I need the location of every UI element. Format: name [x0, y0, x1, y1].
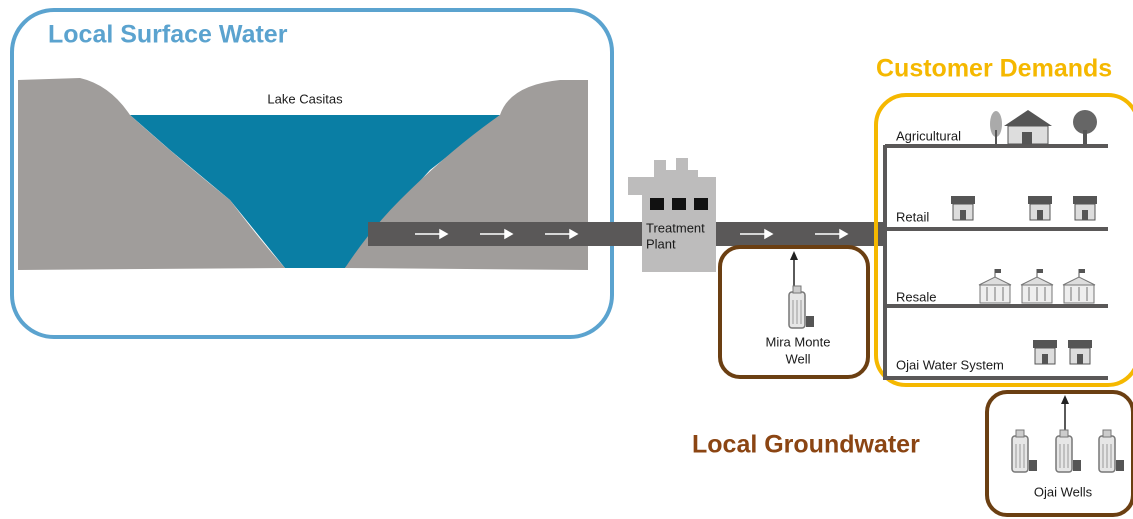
well-icon: [1098, 429, 1125, 473]
flow-arrows: [415, 228, 849, 240]
well-icon: [1055, 429, 1082, 473]
arrow: [1061, 395, 1069, 404]
category-label: Resale: [896, 289, 936, 304]
well-icon: [1011, 429, 1038, 473]
well-label: Well: [785, 351, 810, 366]
well-icon: [788, 285, 815, 329]
category-label: Retail: [896, 209, 929, 224]
surface-box: [10, 8, 614, 339]
groundwater-title: Local Groundwater: [692, 431, 920, 459]
window: [694, 198, 708, 210]
resale-icons: [978, 268, 1096, 304]
customer-box: [874, 93, 1133, 387]
category-label: Agricultural: [896, 128, 961, 143]
window: [672, 198, 686, 210]
lake: [130, 115, 500, 268]
agri-icons: [990, 110, 1097, 145]
distribution-lines: [883, 144, 1108, 380]
window: [650, 198, 664, 210]
plant-label: Plant: [646, 236, 676, 251]
mountain: [18, 78, 285, 270]
well-box: [718, 245, 870, 379]
arrow: [790, 251, 798, 260]
treatment-plant: [628, 158, 716, 272]
pipe: [368, 222, 885, 246]
ojai-system-icons: [1032, 339, 1093, 365]
well-label: Mira Monte: [765, 334, 830, 349]
surface-title: Local Surface Water: [48, 21, 288, 49]
ojai-wells-box: [985, 390, 1133, 517]
lake-label: Lake Casitas: [267, 91, 343, 106]
customer-title: Customer Demands: [876, 55, 1112, 83]
plant-label: Treatment: [646, 220, 705, 235]
ojai-wells-label: Ojai Wells: [1034, 484, 1093, 499]
category-label: Ojai Water System: [896, 357, 1004, 372]
retail-icons: [950, 195, 1098, 221]
